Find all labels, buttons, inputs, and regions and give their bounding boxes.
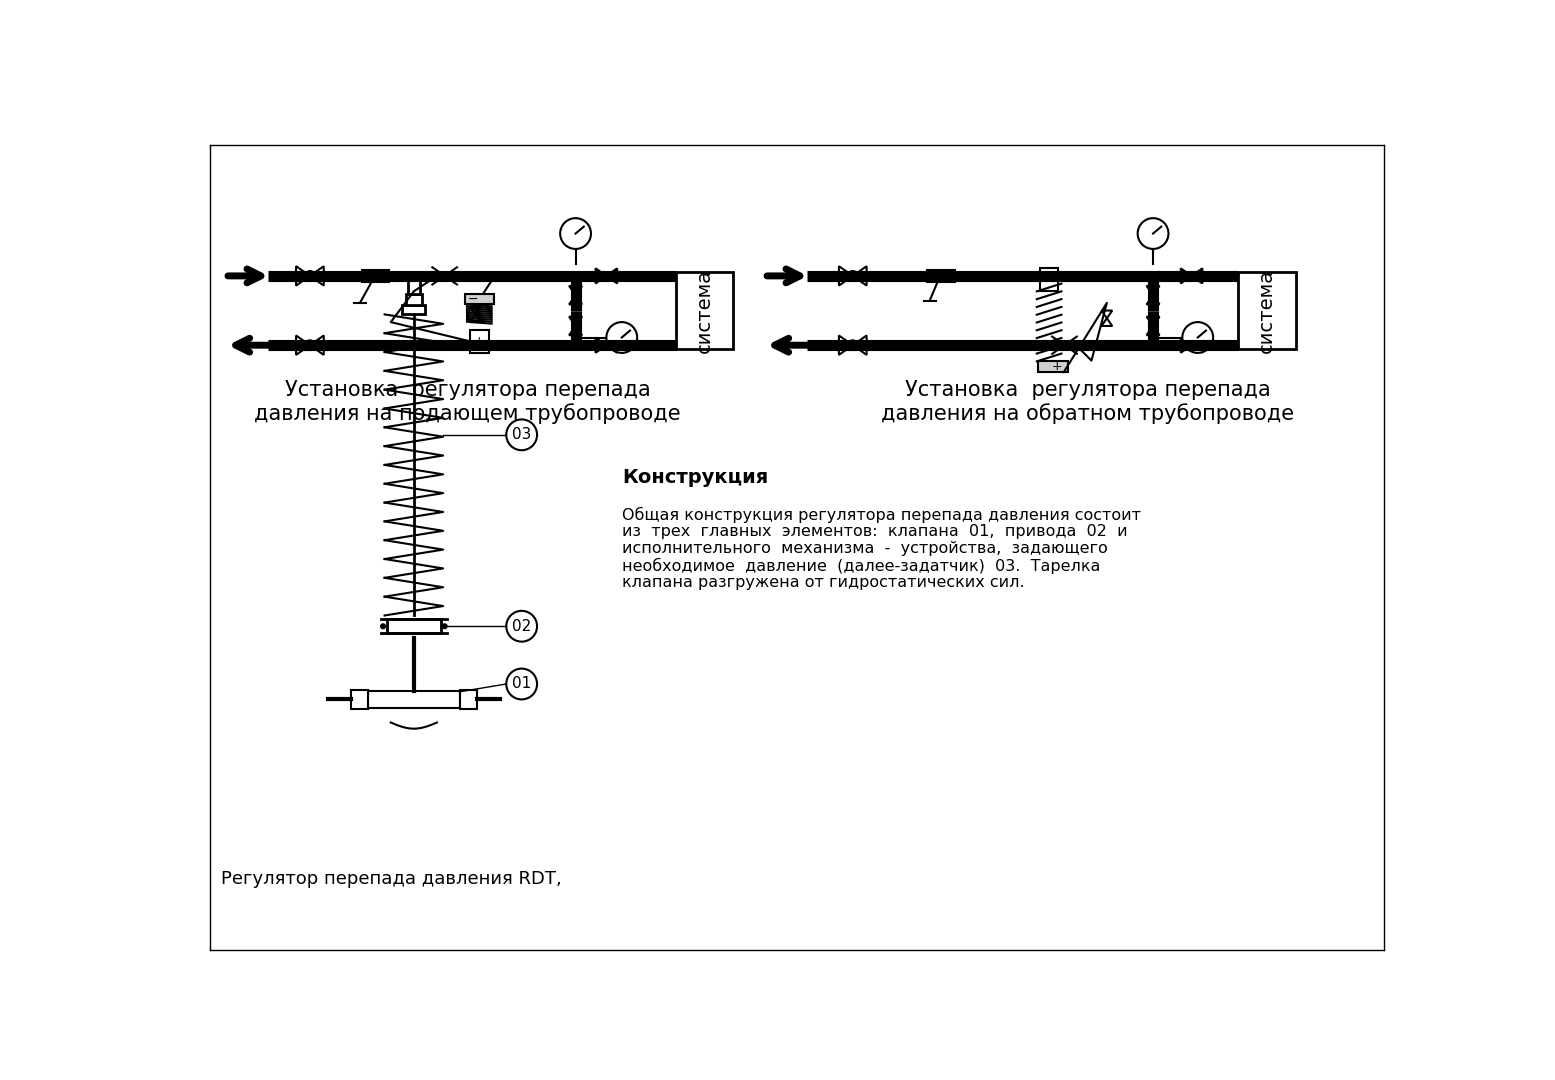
Polygon shape (596, 338, 606, 353)
Polygon shape (1191, 338, 1202, 353)
Bar (367, 691, 460, 707)
Circle shape (507, 419, 536, 450)
Bar (460, 690, 477, 708)
Polygon shape (1180, 268, 1191, 283)
Bar (403, 306, 426, 314)
Text: исполнительного  механизма  -  устройства,  задающего: исполнительного механизма - устройства, … (622, 541, 1107, 556)
Circle shape (847, 271, 858, 281)
Bar (361, 270, 389, 282)
Circle shape (606, 322, 638, 353)
Text: 01: 01 (512, 676, 532, 691)
Circle shape (1138, 218, 1168, 249)
Circle shape (560, 218, 591, 249)
Text: Регулятор перепада давления RDT,: Регулятор перепада давления RDT, (221, 870, 561, 888)
Circle shape (381, 624, 386, 629)
Circle shape (507, 669, 536, 700)
Polygon shape (569, 286, 582, 295)
Text: Конструкция: Конструкция (622, 469, 768, 487)
Text: −: − (1043, 273, 1054, 286)
Text: система: система (695, 269, 714, 352)
Text: Установка  регулятора перепада
давления на обратном трубопроводе: Установка регулятора перепада давления н… (882, 380, 1294, 424)
Bar (1238, 272, 1295, 349)
Bar (387, 619, 440, 633)
Polygon shape (606, 338, 617, 353)
Circle shape (305, 271, 314, 281)
Circle shape (847, 340, 858, 350)
Bar (676, 272, 734, 349)
Text: +: + (474, 335, 485, 348)
Text: из  трех  главных  элементов:  клапана  01,  привода  02  и: из трех главных элементов: клапана 01, п… (622, 524, 1127, 539)
Text: клапана разгружена от гидростатических сил.: клапана разгружена от гидростатических с… (622, 575, 1025, 590)
Bar (1040, 268, 1059, 292)
Polygon shape (606, 268, 617, 283)
Text: Общая конструкция регулятора перепада давления состоит: Общая конструкция регулятора перепада да… (622, 507, 1141, 523)
Polygon shape (1191, 268, 1202, 283)
Text: Установка  регулятора перепада
давления на подающем трубопроводе: Установка регулятора перепада давления н… (255, 380, 681, 424)
Circle shape (305, 340, 314, 350)
Text: 03: 03 (512, 428, 532, 443)
Polygon shape (569, 295, 582, 305)
Polygon shape (1180, 338, 1191, 353)
Bar (927, 270, 955, 282)
Text: −: − (468, 293, 479, 306)
Circle shape (442, 624, 446, 629)
Bar (1039, 362, 1068, 373)
Bar (351, 690, 367, 708)
Bar (407, 279, 420, 294)
Text: 02: 02 (512, 619, 532, 634)
Text: система: система (1256, 269, 1275, 352)
Bar (465, 294, 494, 305)
Bar (470, 329, 488, 353)
Text: необходимое  давление  (далее-задатчик)  03.  Тарелка: необходимое давление (далее-задатчик) 03… (622, 557, 1099, 573)
Circle shape (1182, 322, 1213, 353)
Bar (406, 294, 421, 306)
Text: +: + (1051, 361, 1062, 374)
Circle shape (507, 611, 536, 642)
Polygon shape (596, 268, 606, 283)
Polygon shape (1146, 286, 1160, 295)
Polygon shape (1146, 295, 1160, 305)
